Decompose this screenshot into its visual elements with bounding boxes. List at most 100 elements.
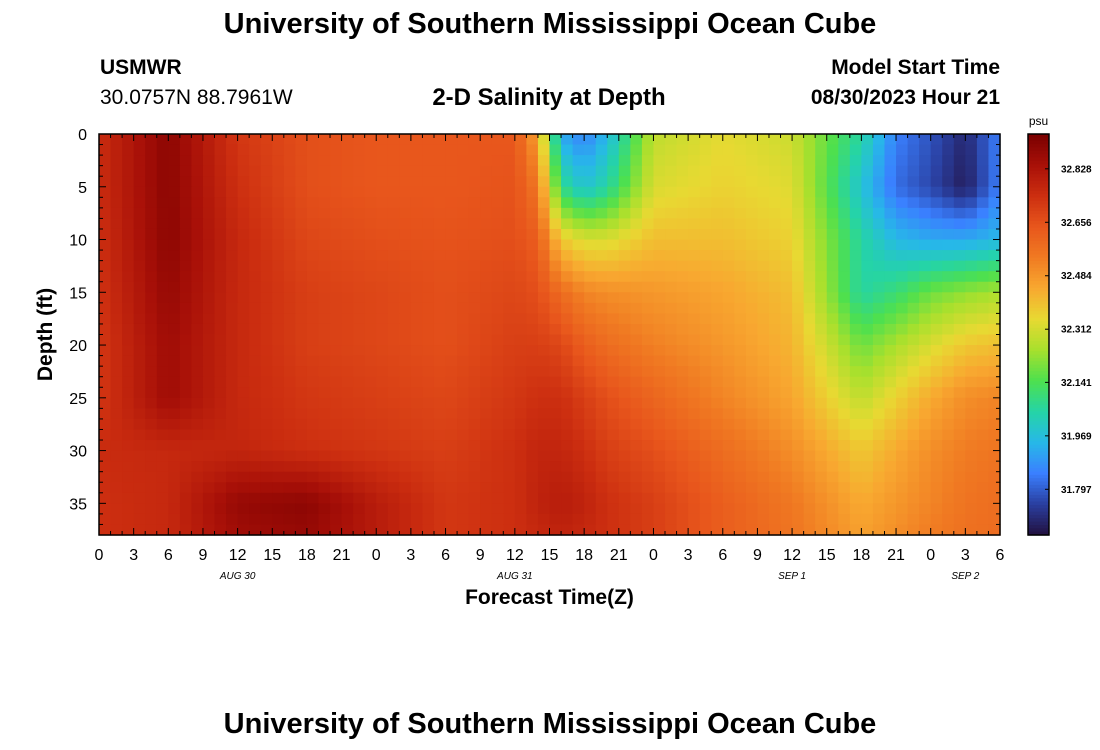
heatmap-cell <box>676 440 689 452</box>
heatmap-cell <box>249 450 262 462</box>
heatmap-cell <box>942 323 955 336</box>
heatmap-cell <box>387 323 400 336</box>
heatmap-cell <box>237 440 250 452</box>
heatmap-cell <box>133 345 146 357</box>
heatmap-cell <box>156 302 169 314</box>
heatmap-cell <box>122 313 135 325</box>
heatmap-cell <box>295 482 308 494</box>
heatmap-cell <box>457 471 470 483</box>
heatmap-cell <box>156 250 169 262</box>
heatmap-cell <box>988 302 1001 314</box>
heatmap-cell <box>815 313 828 325</box>
heatmap-cell <box>722 492 735 504</box>
heatmap-cell <box>618 513 631 526</box>
heatmap-cell <box>838 397 851 409</box>
heatmap-cell <box>330 239 343 251</box>
heatmap-cell <box>976 186 990 198</box>
heatmap-cell <box>780 440 793 452</box>
x-tick-label: 21 <box>333 547 351 564</box>
heatmap-cell <box>884 397 897 409</box>
heatmap-cell <box>145 144 158 156</box>
heatmap-cell <box>676 218 689 230</box>
heatmap-cell <box>826 440 839 452</box>
heatmap-cell <box>630 197 643 209</box>
heatmap-cell <box>260 440 273 452</box>
heatmap-cell <box>214 239 227 251</box>
heatmap-cell <box>514 366 527 378</box>
heatmap-cell <box>676 313 689 325</box>
heatmap-cell <box>341 228 354 241</box>
heatmap-cell <box>595 524 608 536</box>
heatmap-cell <box>503 513 516 526</box>
heatmap-cell <box>526 471 539 483</box>
heatmap-cell <box>595 165 608 177</box>
heatmap-cell <box>872 408 886 420</box>
heatmap-cell <box>826 197 839 209</box>
heatmap-cell <box>757 524 770 536</box>
heatmap-cell <box>676 471 689 483</box>
heatmap-cell <box>330 366 343 378</box>
heatmap-cell <box>202 450 216 462</box>
heatmap-cell <box>341 429 354 441</box>
heatmap-cell <box>734 503 747 515</box>
heatmap-cell <box>214 482 227 494</box>
heatmap-cell <box>295 387 308 399</box>
heatmap-cell <box>503 418 516 431</box>
heatmap-cell <box>607 461 620 473</box>
colorbar-segment <box>1028 381 1049 386</box>
heatmap-cell <box>757 513 770 526</box>
heatmap-cell <box>976 440 990 452</box>
heatmap-cell <box>353 397 366 409</box>
heatmap-cell <box>226 313 239 325</box>
heatmap-cell <box>295 281 308 293</box>
heatmap-cell <box>410 524 424 536</box>
heatmap-cell <box>815 197 828 209</box>
heatmap-cell <box>283 197 296 209</box>
heatmap-cell <box>676 302 689 314</box>
heatmap-cell <box>480 260 493 272</box>
heatmap-cell <box>318 492 331 504</box>
heatmap-cell <box>145 524 158 536</box>
heatmap-cell <box>919 345 932 357</box>
heatmap-cell <box>330 134 343 146</box>
heatmap-cell <box>803 387 816 399</box>
heatmap-cell <box>433 228 447 241</box>
heatmap-cell <box>838 313 851 325</box>
colorbar-segment <box>1028 187 1049 192</box>
x-axis: 0 3 6 9 12 15 18 21 0 3 6 9 12 15 18 21 0 3 6 9 12 15 18 21 0 3 6A… <box>95 134 1005 582</box>
heatmap-cell <box>341 376 354 388</box>
heatmap-cell <box>838 334 851 346</box>
heatmap-cell <box>584 197 597 209</box>
heatmap-cell <box>711 429 724 441</box>
heatmap-cell <box>965 376 978 388</box>
heatmap-cell <box>919 397 932 409</box>
heatmap-cell <box>237 387 250 399</box>
heatmap-cell <box>283 482 296 494</box>
heatmap-cell <box>179 250 193 262</box>
heatmap-cell <box>376 461 389 473</box>
heatmap-cell <box>330 418 343 431</box>
heatmap-cell <box>214 355 227 367</box>
heatmap-cell <box>607 165 620 177</box>
heatmap-cell <box>688 228 701 241</box>
heatmap-cell <box>861 207 874 220</box>
heatmap-cell <box>976 165 990 177</box>
heatmap-cell <box>803 144 816 156</box>
heatmap-cell <box>491 524 504 536</box>
heatmap-cell <box>699 165 712 177</box>
heatmap-cell <box>942 513 955 526</box>
heatmap-cell <box>145 197 158 209</box>
heatmap-cell <box>688 260 701 272</box>
colorbar-segment <box>1028 154 1049 158</box>
heatmap-cell <box>214 218 227 230</box>
heatmap-cell <box>503 408 516 420</box>
heatmap-cell <box>433 429 447 441</box>
heatmap-cell <box>884 482 897 494</box>
heatmap-cell <box>907 165 920 177</box>
heatmap-cell <box>468 450 481 462</box>
heatmap-cell <box>306 218 320 230</box>
colorbar-segment <box>1028 197 1049 202</box>
heatmap-cell <box>595 492 608 504</box>
heatmap-cell <box>803 165 816 177</box>
heatmap-cell <box>607 176 620 188</box>
